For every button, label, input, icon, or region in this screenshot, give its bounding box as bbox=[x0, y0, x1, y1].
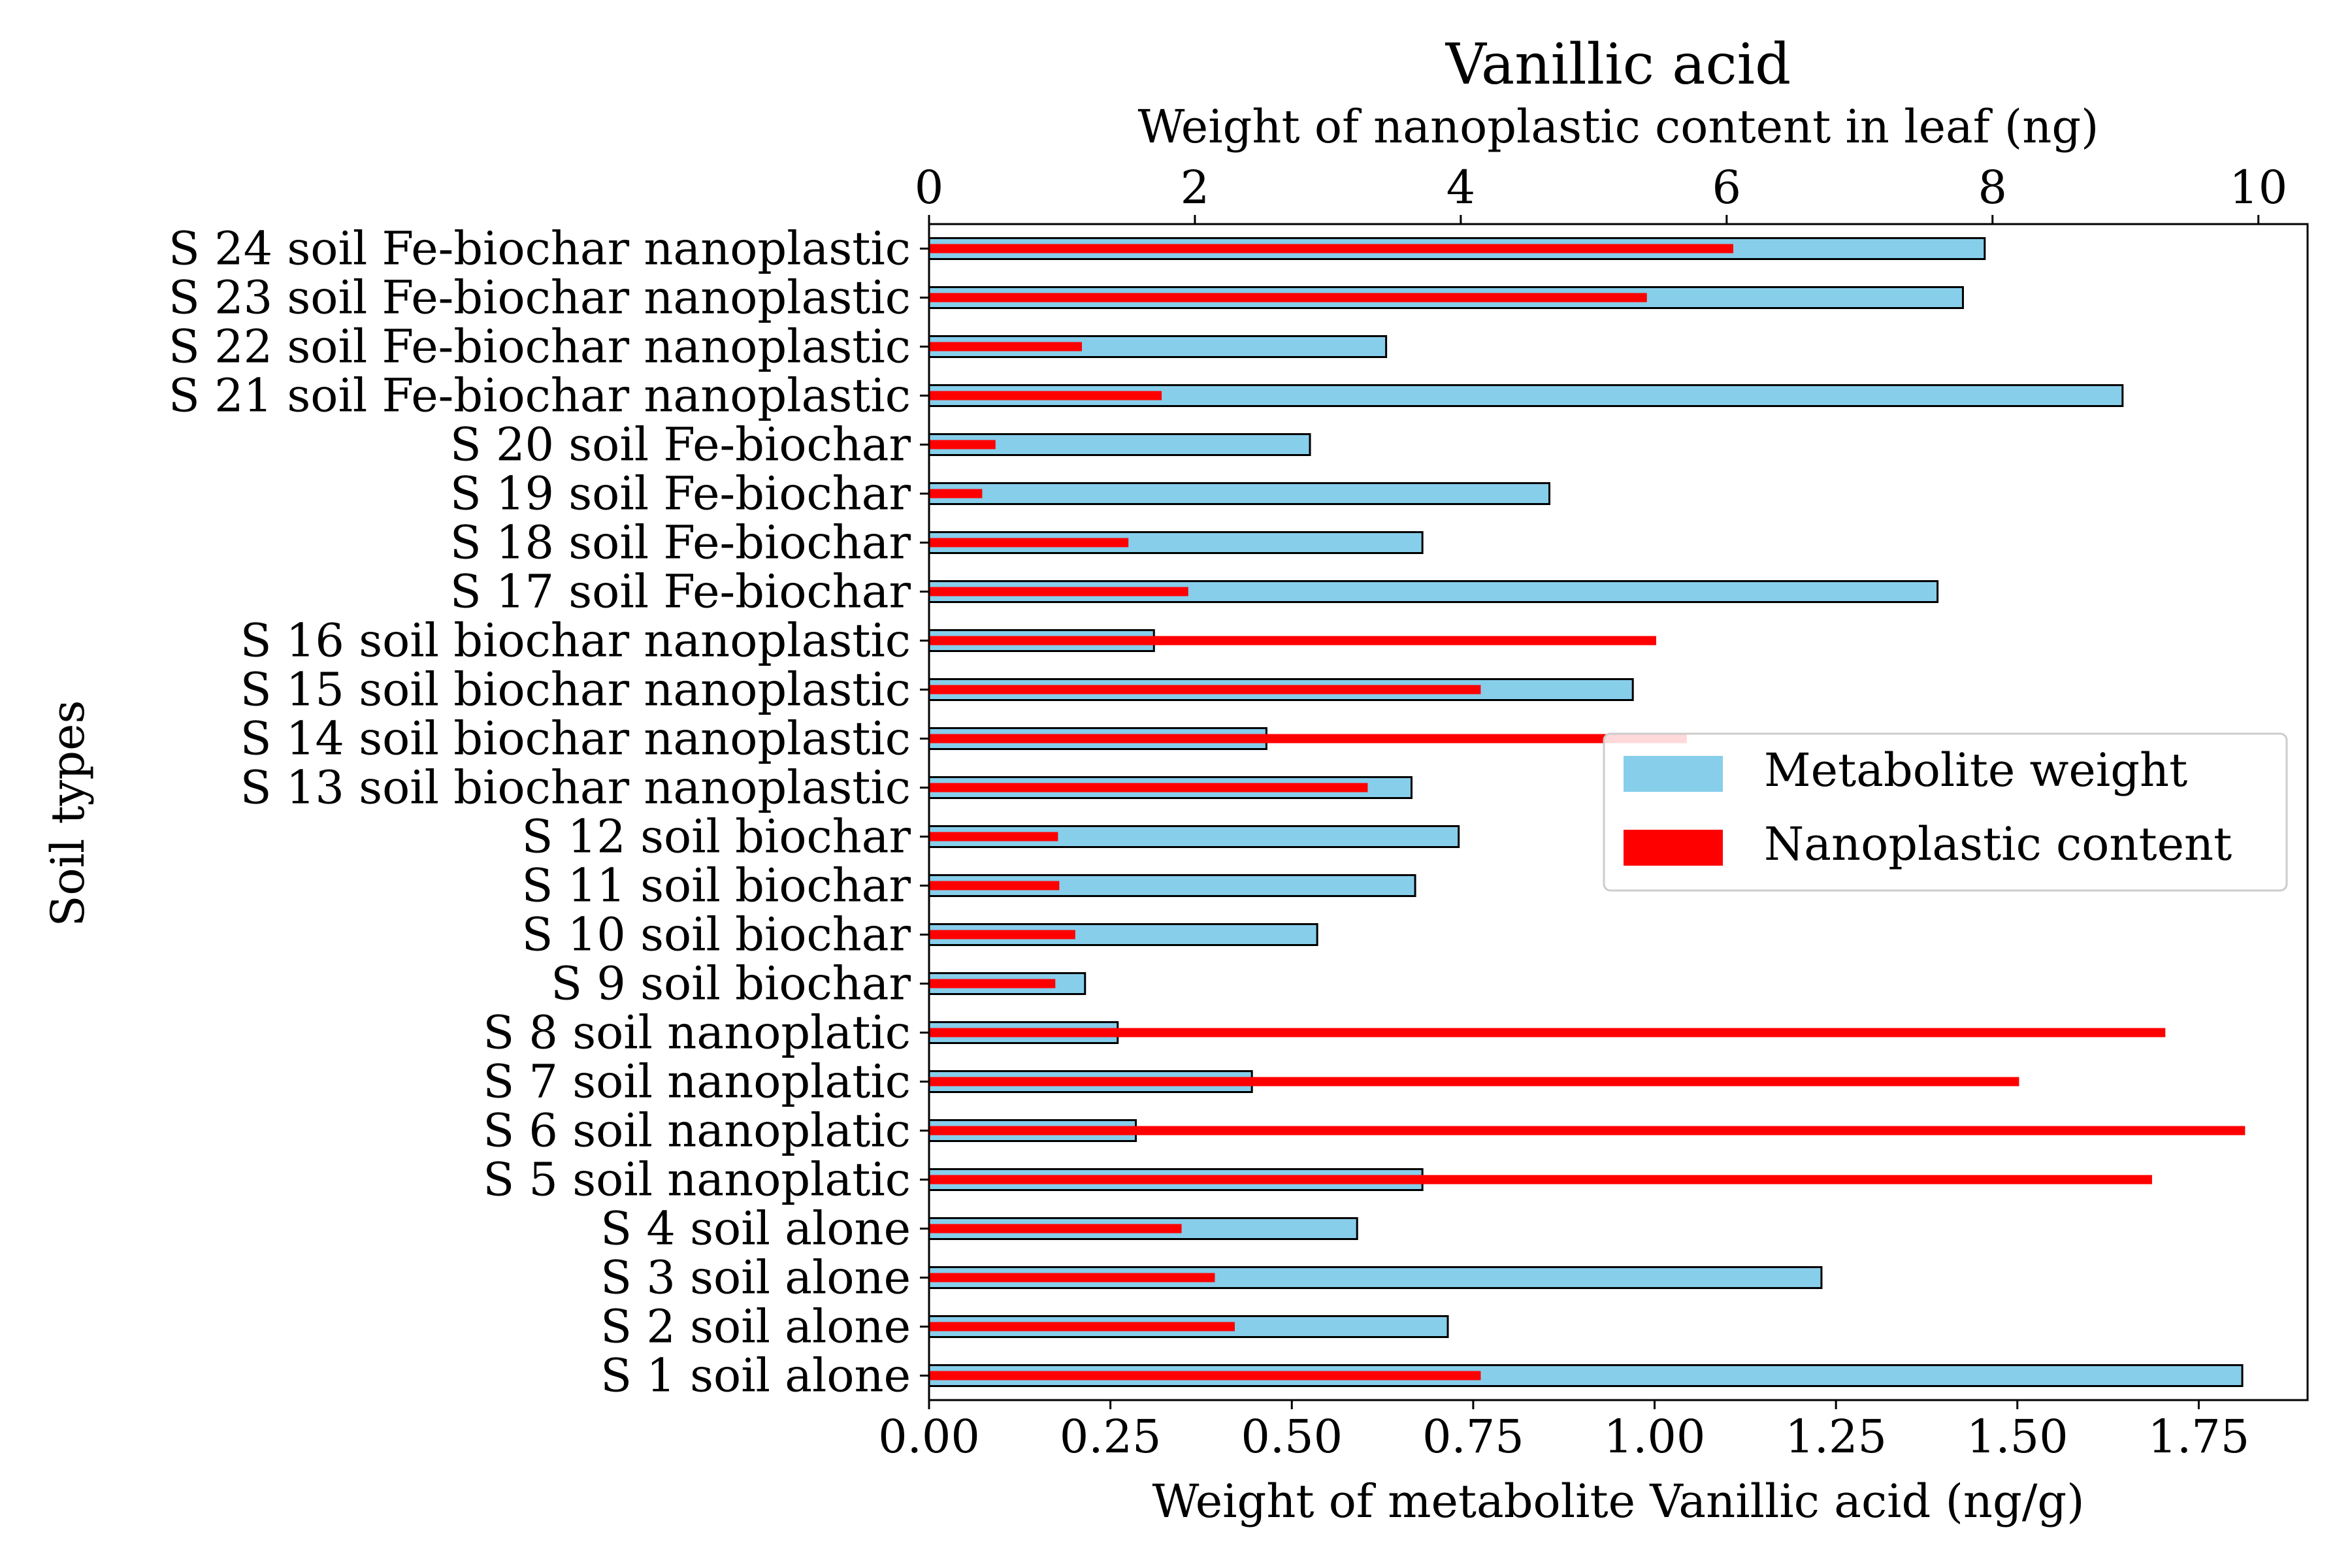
bar-nanoplastic-13 bbox=[929, 783, 1368, 792]
legend-swatch-metabolite bbox=[1624, 756, 1723, 792]
y-tick-label: S 2 soil alone bbox=[600, 1300, 911, 1354]
legend-label-metabolite: Metabolite weight bbox=[1764, 743, 2187, 797]
x-tick-bottom-label: 0.75 bbox=[1422, 1410, 1524, 1463]
x-tick-bottom-label: 1.00 bbox=[1604, 1410, 1706, 1463]
y-tick-label: S 3 soil alone bbox=[600, 1251, 911, 1305]
x-tick-bottom-label: 0.25 bbox=[1060, 1410, 1162, 1463]
y-tick-label: S 12 soil biochar bbox=[522, 810, 911, 864]
x-ticks-top: 0 2 4 6 8 10 bbox=[915, 161, 2287, 224]
y-tick-label: S 6 soil nanoplatic bbox=[483, 1104, 911, 1158]
plot-frame bbox=[928, 223, 2309, 1401]
y-tick-label: S 7 soil nanoplatic bbox=[483, 1055, 911, 1109]
bar-nanoplastic-14 bbox=[929, 734, 1687, 743]
x-tick-bottom-label: 0.50 bbox=[1241, 1410, 1343, 1463]
bar-nanoplastic-18 bbox=[929, 538, 1129, 547]
bar-metabolite-19 bbox=[928, 482, 1550, 505]
bar-nanoplastic-16 bbox=[929, 636, 1656, 645]
y-tick-label: S 9 soil biochar bbox=[551, 957, 911, 1011]
bar-nanoplastic-2 bbox=[929, 1322, 1235, 1331]
bar-nanoplastic-24 bbox=[929, 244, 1734, 253]
bar-nanoplastic-21 bbox=[929, 391, 1162, 400]
bar-nanoplastic-6 bbox=[929, 1126, 2246, 1135]
bar-nanoplastic-8 bbox=[929, 1028, 2166, 1037]
bar-nanoplastic-1 bbox=[929, 1371, 1481, 1380]
y-tick-label: S 23 soil Fe-biochar nanoplastic bbox=[169, 271, 911, 325]
y-tick-label: S 14 soil biochar nanoplastic bbox=[240, 712, 911, 766]
legend-box bbox=[1603, 732, 2288, 892]
x-tick-top-label: 0 bbox=[915, 161, 944, 214]
y-tick-label: S 13 soil biochar nanoplastic bbox=[240, 761, 911, 815]
x-tick-top-label: 8 bbox=[1978, 161, 2007, 214]
bar-nanoplastic-15 bbox=[929, 685, 1481, 694]
y-tick-label: S 15 soil biochar nanoplastic bbox=[240, 663, 911, 717]
legend-swatch-nanoplastic bbox=[1624, 830, 1723, 866]
bar-nanoplastic-5 bbox=[929, 1175, 2152, 1184]
bar-nanoplastic-12 bbox=[929, 832, 1058, 841]
x-tick-top-label: 4 bbox=[1446, 161, 1476, 214]
bar-nanoplastic-3 bbox=[929, 1273, 1215, 1282]
x-tick-top-label: 10 bbox=[2229, 161, 2287, 214]
bar-nanoplastic-19 bbox=[929, 489, 983, 498]
bar-nanoplastic-10 bbox=[929, 930, 1075, 939]
x-axis-bottom-label: Weight of metabolite Vanillic acid (ng/g… bbox=[1152, 1475, 2084, 1528]
y-tick-label: S 16 soil biochar nanoplastic bbox=[240, 614, 911, 668]
bar-nanoplastic-9 bbox=[929, 979, 1056, 988]
y-tick-label: S 24 soil Fe-biochar nanoplastic bbox=[169, 222, 911, 276]
bar-nanoplastic-11 bbox=[929, 881, 1060, 890]
legend: Metabolite weight Nanoplastic content bbox=[1603, 732, 2288, 892]
legend-label-nanoplastic: Nanoplastic content bbox=[1764, 817, 2232, 871]
y-tick-label: S 1 soil alone bbox=[600, 1349, 911, 1403]
y-tick-label: S 10 soil biochar bbox=[522, 908, 911, 962]
y-tick-label: S 22 soil Fe-biochar nanoplastic bbox=[169, 320, 911, 374]
y-tick-label: S 11 soil biochar bbox=[522, 859, 911, 913]
x-tick-top-label: 6 bbox=[1712, 161, 1742, 214]
y-tick-label: S 17 soil Fe-biochar bbox=[450, 565, 911, 619]
y-tick-label: S 18 soil Fe-biochar bbox=[450, 516, 911, 570]
x-tick-bottom-label: 1.75 bbox=[2148, 1410, 2249, 1463]
y-tick-label: S 4 soil alone bbox=[600, 1202, 911, 1256]
y-tick-label: S 19 soil Fe-biochar bbox=[450, 467, 911, 521]
x-tick-top-label: 2 bbox=[1181, 161, 1210, 214]
bar-nanoplastic-17 bbox=[929, 587, 1188, 596]
x-axis-top-label: Weight of nanoplastic content in leaf (n… bbox=[1138, 100, 2099, 154]
bar-nanoplastic-20 bbox=[929, 440, 996, 449]
bar-nanoplastic-4 bbox=[929, 1224, 1182, 1233]
y-axis-label: Soil types bbox=[41, 700, 95, 927]
y-tick-label: S 5 soil nanoplatic bbox=[483, 1153, 911, 1207]
y-tick-label: S 21 soil Fe-biochar nanoplastic bbox=[169, 369, 911, 423]
bar-nanoplastic-22 bbox=[929, 342, 1082, 351]
x-tick-bottom-label: 1.50 bbox=[1967, 1410, 2068, 1463]
x-tick-bottom-label: 1.25 bbox=[1785, 1410, 1887, 1463]
x-ticks-bottom: 0.00 0.25 0.50 0.75 1.00 1.25 1.50 1.75 bbox=[878, 1400, 2249, 1463]
bar-nanoplastic-23 bbox=[929, 293, 1647, 302]
y-tick-label: S 8 soil nanoplatic bbox=[483, 1006, 911, 1060]
x-tick-bottom-label: 0.00 bbox=[878, 1410, 980, 1463]
bar-nanoplastic-7 bbox=[929, 1077, 2019, 1086]
y-tick-label: S 20 soil Fe-biochar bbox=[450, 418, 911, 472]
chart-title: Vanillic acid bbox=[1445, 32, 1791, 97]
